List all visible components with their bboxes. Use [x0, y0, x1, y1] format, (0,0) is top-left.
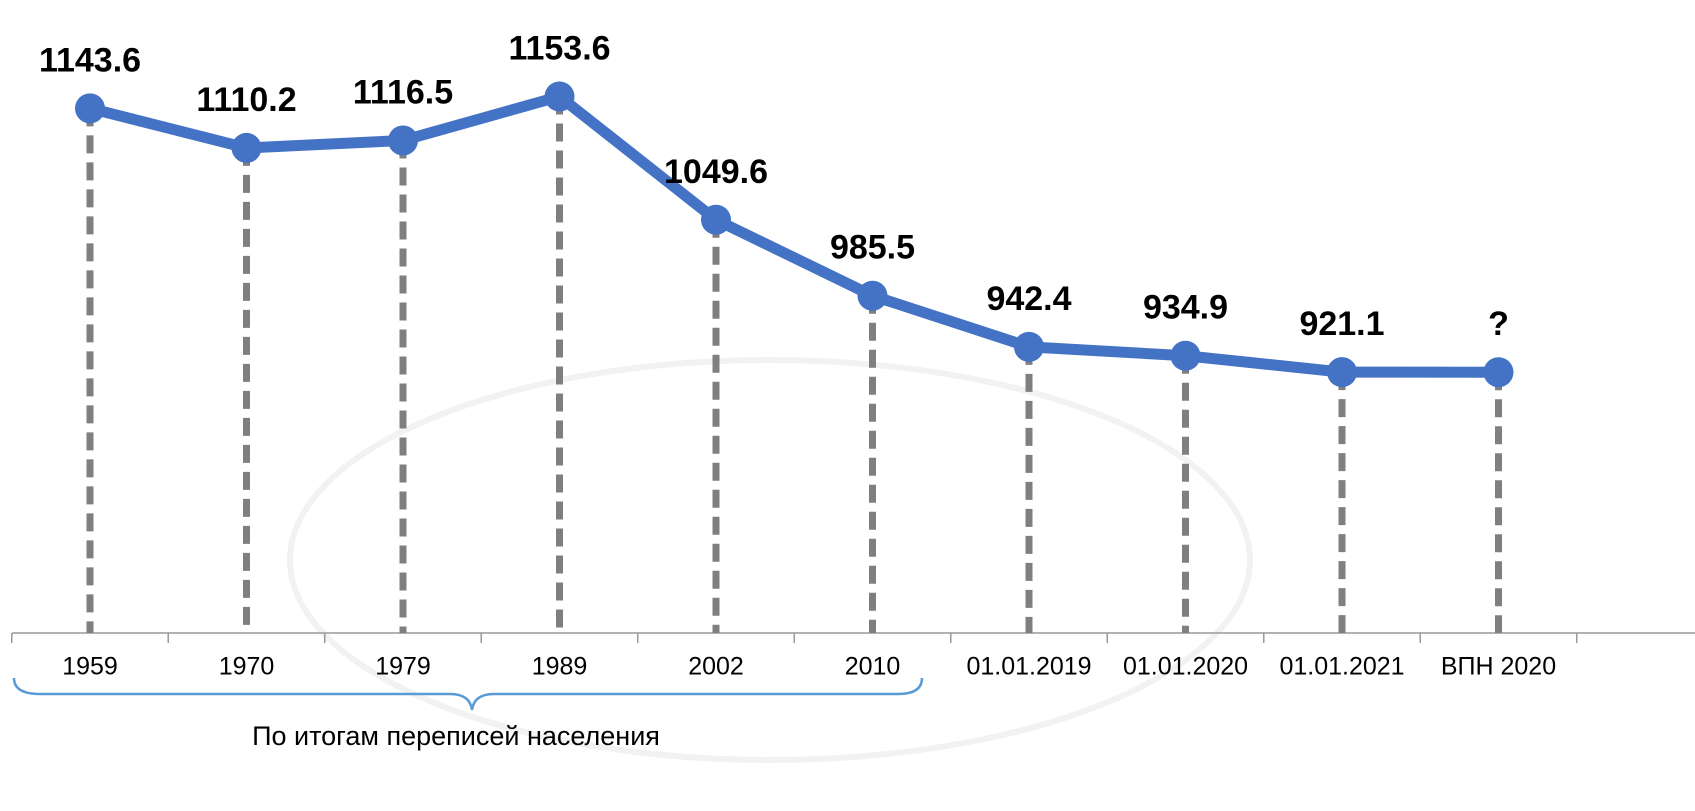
data-point: [858, 281, 888, 311]
data-point: [545, 81, 575, 111]
x-tick-label: 01.01.2019: [966, 653, 1091, 681]
chart: По итогам переписей населения 1143.6 1110…: [0, 0, 1695, 811]
background-decoration: [290, 360, 1250, 760]
data-label: 1153.6: [508, 29, 610, 67]
annotation: По итогам переписей населения: [252, 721, 660, 751]
data-label: 1110.2: [196, 81, 296, 119]
x-tick-label: 2002: [688, 653, 744, 681]
x-tick-label: 1979: [375, 653, 431, 681]
data-label: 1049.6: [664, 153, 768, 191]
data-label: 1143.6: [39, 41, 141, 79]
data-point: [1484, 357, 1514, 387]
data-point: [1014, 332, 1044, 362]
data-point: [1171, 341, 1201, 371]
x-tick-label: 1989: [532, 653, 588, 681]
data-label: 921.1: [1299, 305, 1384, 343]
x-tick-label: 1970: [219, 653, 275, 681]
data-label: 985.5: [830, 229, 915, 267]
data-label: ?: [1488, 305, 1509, 343]
data-point: [75, 93, 105, 123]
data-label: 1116.5: [353, 73, 453, 111]
data-point: [1327, 357, 1357, 387]
x-tick-label: 1959: [62, 653, 118, 681]
x-tick-label: 01.01.2021: [1279, 653, 1404, 681]
x-tick-label: 2010: [845, 653, 901, 681]
data-label: 942.4: [986, 280, 1071, 318]
data-point: [701, 205, 731, 235]
data-point: [232, 133, 262, 163]
data-label: 934.9: [1143, 289, 1228, 327]
x-tick-label: 01.01.2020: [1123, 653, 1248, 681]
data-point: [388, 125, 418, 155]
x-tick-label: ВПН 2020: [1441, 653, 1556, 681]
data-line: [90, 96, 1499, 372]
brace: [14, 678, 922, 710]
